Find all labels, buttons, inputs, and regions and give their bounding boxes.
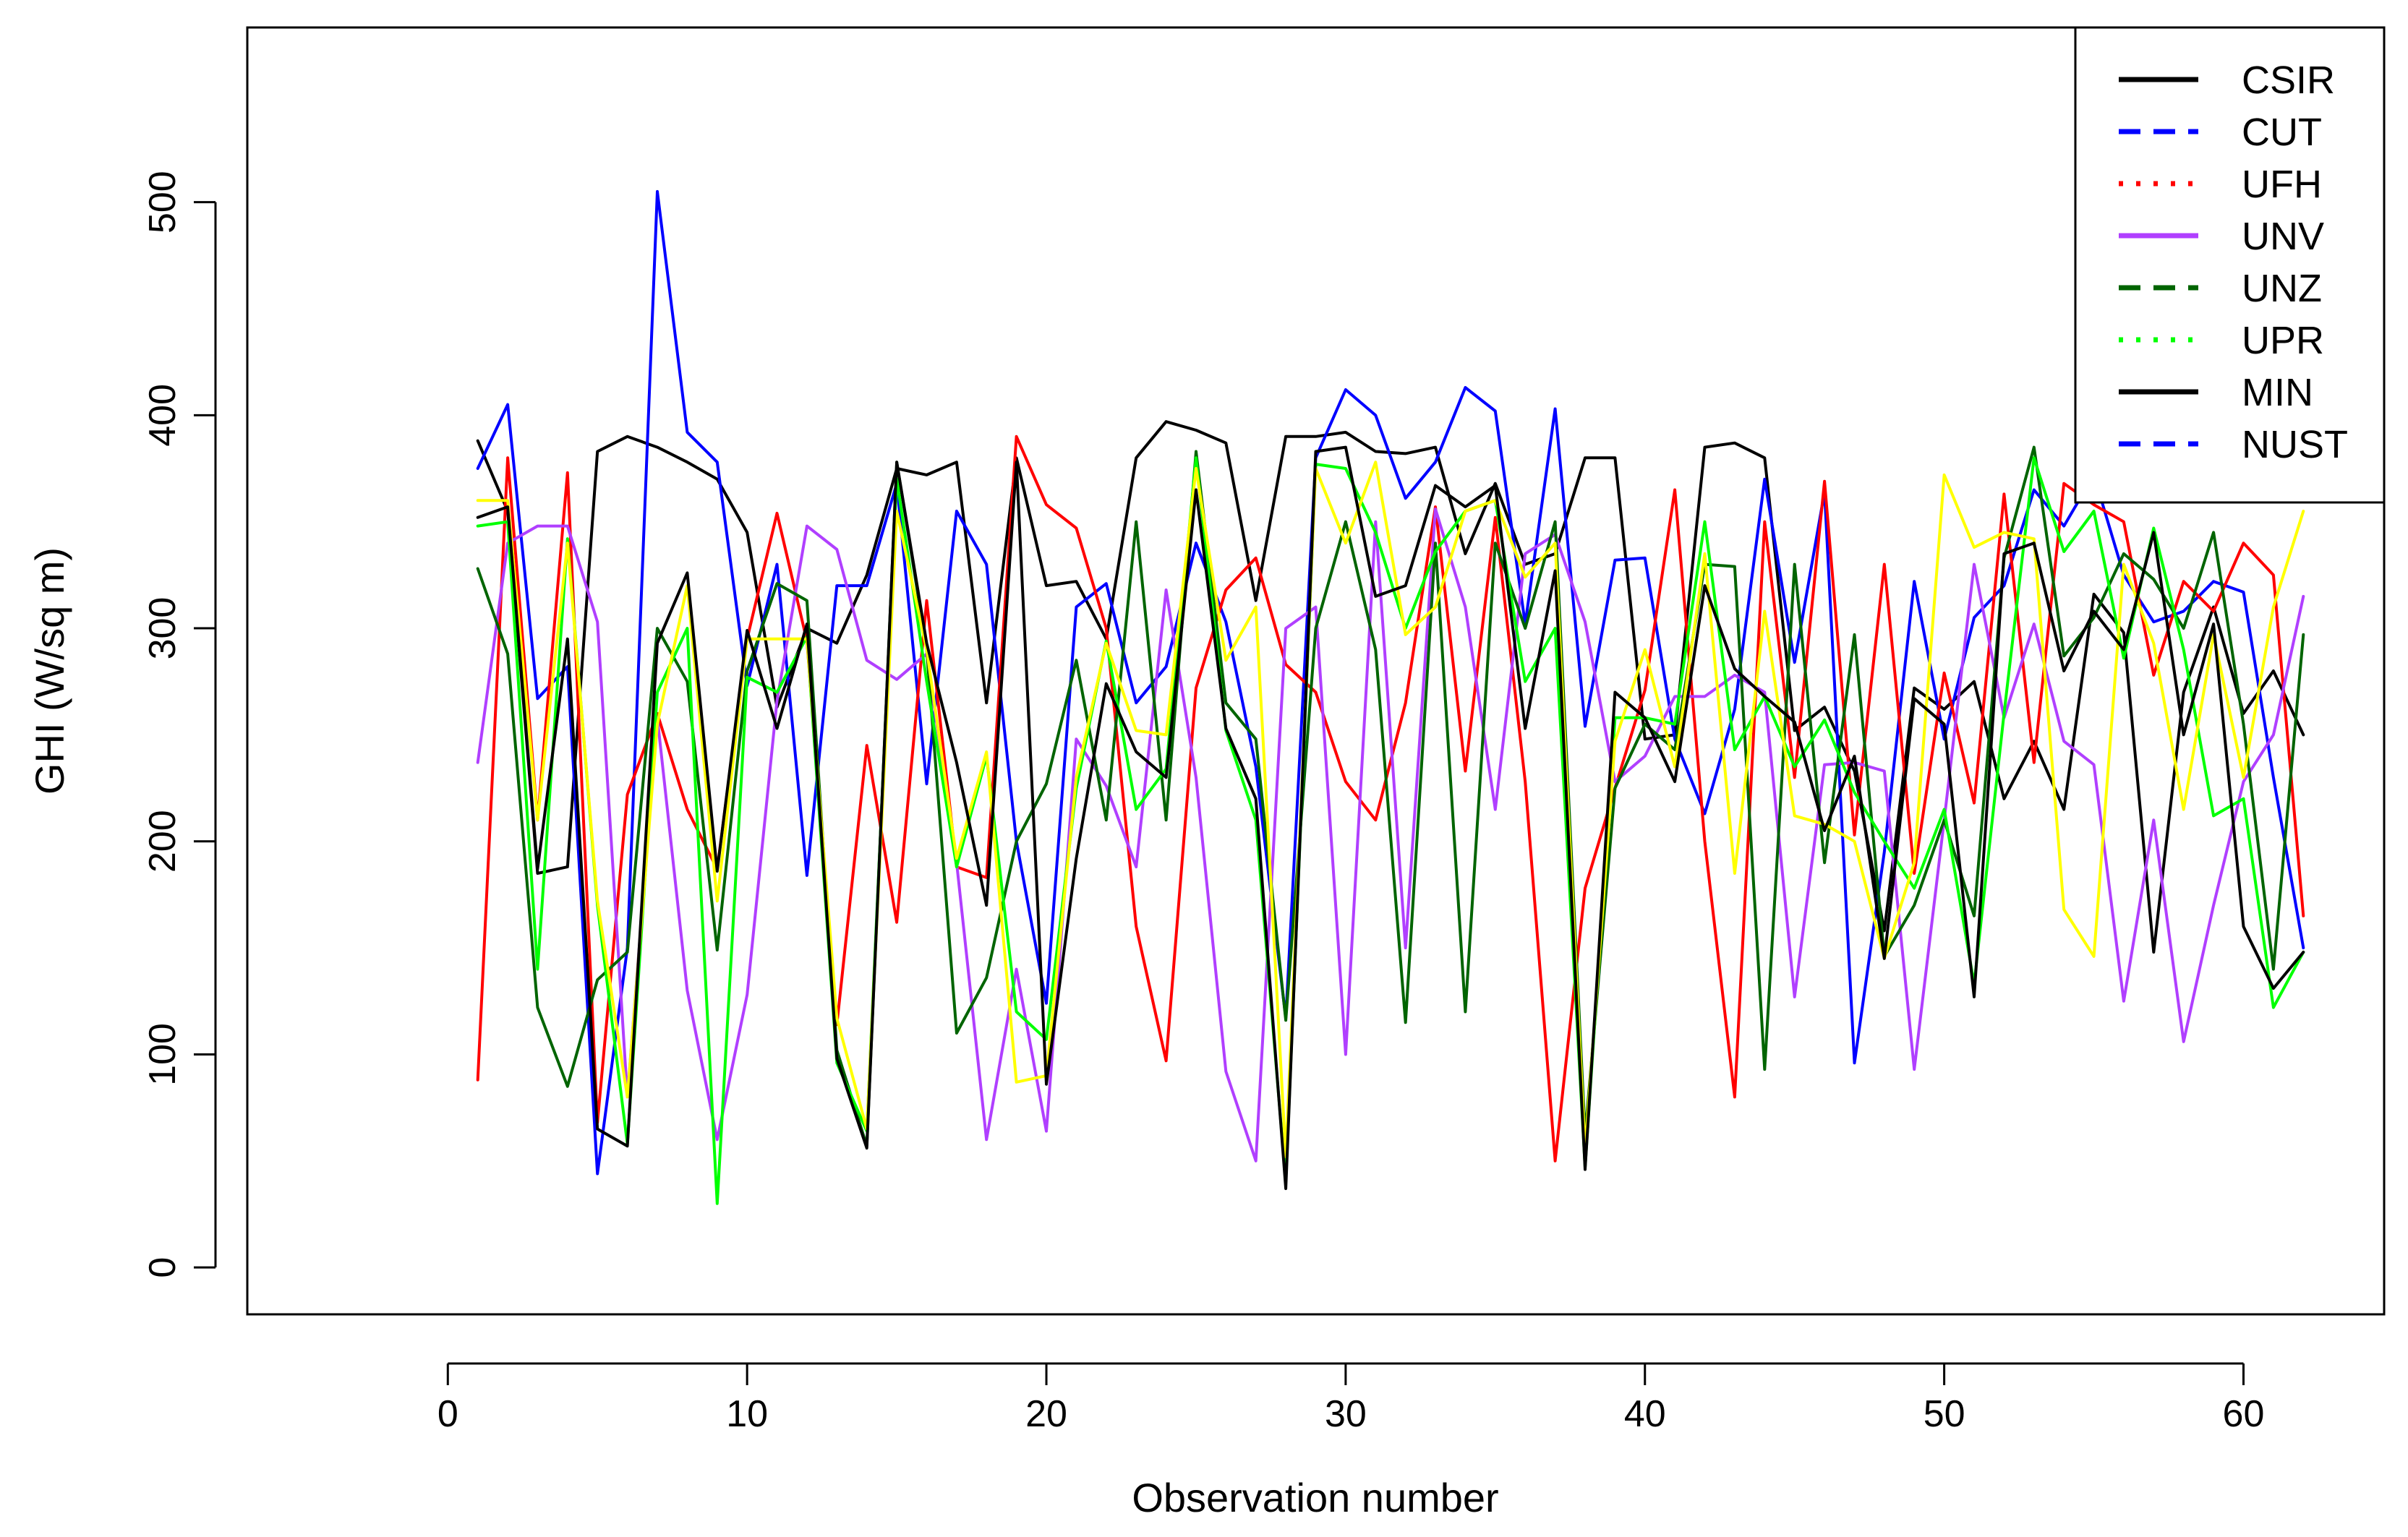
series-line-4	[476, 508, 2305, 1163]
y-tick-label: 200	[142, 810, 184, 873]
series-line-6	[476, 456, 2305, 1205]
x-tick-label: 40	[1624, 1393, 1666, 1435]
legend-label: UNV	[2242, 215, 2324, 258]
x-tick-label: 10	[726, 1393, 768, 1435]
legend-label: NUST	[2242, 423, 2348, 466]
x-tick-label: 20	[1025, 1393, 1067, 1435]
y-tick-label: 300	[142, 597, 184, 660]
x-tick-label: 30	[1325, 1393, 1367, 1435]
x-tick-label: 60	[2223, 1393, 2265, 1435]
legend-label: CUT	[2242, 111, 2322, 154]
legend-label: MIN	[2242, 371, 2313, 414]
x-tick-label: 50	[1924, 1393, 1965, 1435]
y-axis-title: GHI (W/sq m)	[27, 547, 72, 795]
x-axis-title: Observation number	[1132, 1475, 1498, 1520]
y-tick-label: 100	[142, 1023, 184, 1086]
legend-label: UFH	[2242, 163, 2322, 206]
y-tick-label: 400	[142, 384, 184, 447]
series-line-7	[476, 461, 2305, 1158]
plot-frame	[246, 26, 2386, 1316]
series-line-2	[476, 189, 2305, 1176]
y-tick-label: 500	[142, 171, 184, 234]
series-line-3	[476, 434, 2305, 1163]
legend-box	[2074, 26, 2386, 504]
legend-label: UNZ	[2242, 267, 2322, 310]
series-line-8	[476, 445, 2305, 1191]
legend-label: UPR	[2242, 319, 2324, 362]
x-axis: 0 10 20 30 40 50 60	[437, 1362, 2265, 1435]
legend: CSIR CUT UFH UNV UNZ UPR MIN NUST	[2074, 26, 2386, 504]
y-axis: 0 100 200 300 400 500	[142, 171, 217, 1278]
y-tick-label: 0	[142, 1257, 184, 1278]
legend-label: CSIR	[2242, 59, 2335, 102]
x-tick-label: 0	[437, 1393, 458, 1435]
data-series-group	[476, 189, 2305, 1205]
